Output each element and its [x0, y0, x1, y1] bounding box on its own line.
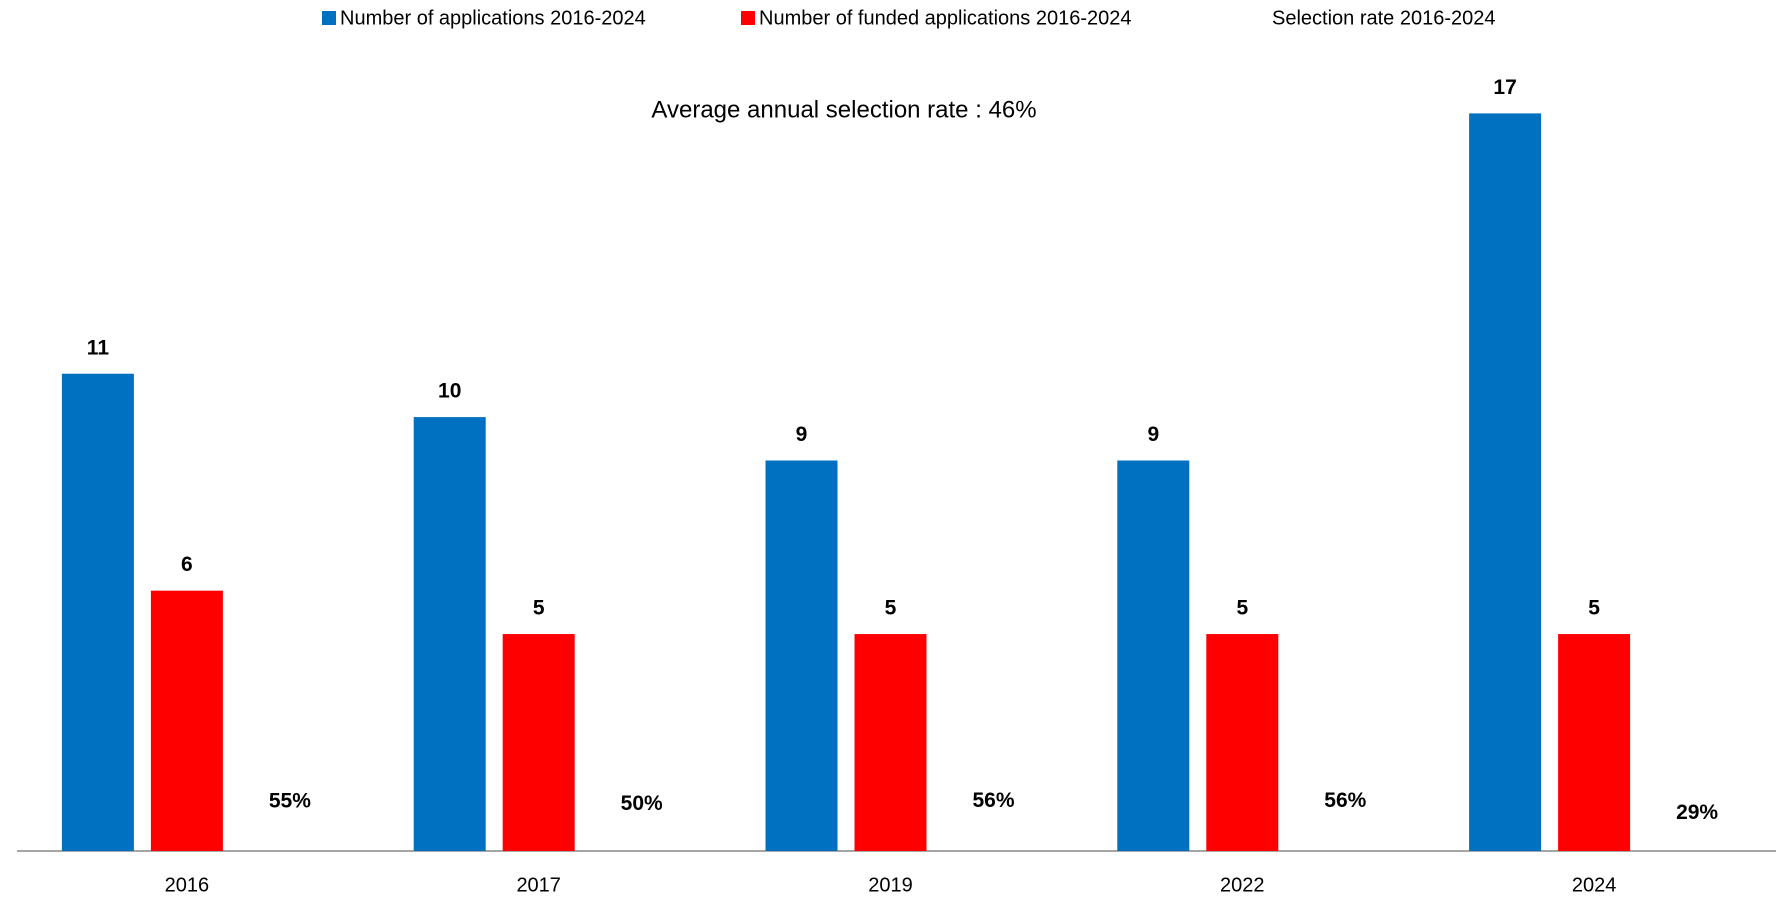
legend-swatch	[741, 11, 755, 25]
bar	[606, 829, 678, 851]
data-label: 9	[1147, 423, 1159, 446]
annotation: Average annual selection rate : 46%	[651, 96, 1036, 123]
data-label: 17	[1493, 76, 1516, 99]
bar	[765, 460, 838, 851]
data-label: 5	[1588, 597, 1600, 620]
data-label: 11	[87, 336, 110, 359]
data-label: 56%	[1324, 789, 1366, 812]
legend-label: Number of funded applications 2016-2024	[759, 7, 1131, 29]
data-label: 9	[796, 423, 808, 446]
data-label: 29%	[1676, 801, 1718, 824]
bar	[61, 373, 134, 851]
data-label: 55%	[269, 790, 311, 813]
data-label: 5	[533, 597, 545, 620]
legend-label: Selection rate 2016-2024	[1272, 7, 1496, 29]
data-label: 6	[181, 553, 193, 576]
bar	[1469, 113, 1542, 851]
legend-label: Number of applications 2016-2024	[340, 7, 646, 29]
x-tick-label: 2024	[1572, 874, 1617, 896]
data-label: 56%	[972, 789, 1014, 812]
data-label: 5	[1236, 597, 1248, 620]
bar	[1661, 838, 1733, 851]
data-label: 5	[885, 597, 897, 620]
data-label: 10	[438, 380, 461, 403]
bar	[502, 634, 575, 851]
bar	[1117, 460, 1190, 851]
bar	[1309, 827, 1381, 851]
bar	[1206, 634, 1279, 851]
bar	[1558, 634, 1631, 851]
x-tick-label: 2016	[165, 874, 210, 896]
bar	[958, 827, 1030, 851]
bar	[254, 827, 326, 851]
bar	[854, 634, 927, 851]
legend-swatch	[322, 11, 336, 25]
x-tick-label: 2022	[1220, 874, 1265, 896]
bar	[150, 590, 223, 851]
bar	[413, 417, 486, 851]
x-tick-label: 2017	[516, 874, 561, 896]
data-label: 50%	[621, 792, 663, 815]
x-tick-label: 2019	[868, 874, 913, 896]
